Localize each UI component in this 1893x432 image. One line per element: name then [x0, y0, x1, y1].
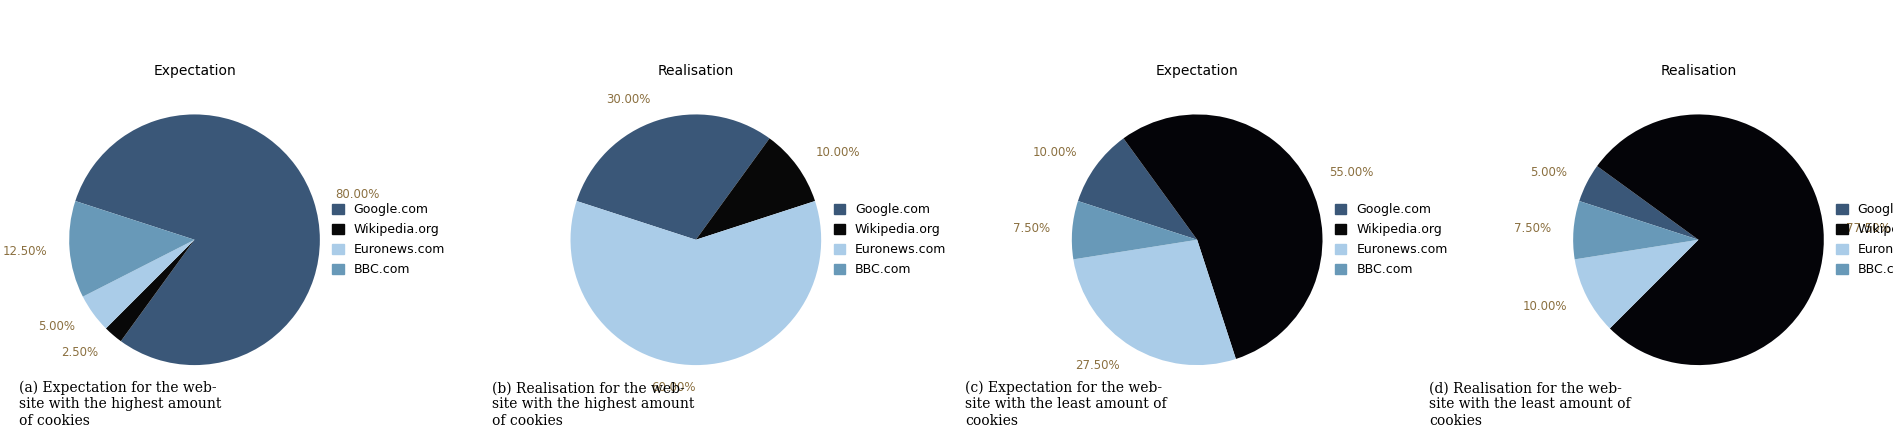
Wedge shape	[697, 138, 816, 240]
Text: 60.00%: 60.00%	[651, 381, 697, 394]
Text: 10.00%: 10.00%	[1522, 300, 1567, 313]
Text: 7.50%: 7.50%	[1013, 222, 1051, 235]
Legend: Google.com, Wikipedia.org, Euronews.com, BBC.com: Google.com, Wikipedia.org, Euronews.com,…	[833, 203, 946, 276]
Text: 12.50%: 12.50%	[2, 245, 47, 258]
Text: (a) Expectation for the web-
site with the highest amount
of cookies: (a) Expectation for the web- site with t…	[19, 381, 221, 428]
Title: Realisation: Realisation	[1660, 64, 1736, 78]
Wedge shape	[1579, 166, 1698, 240]
Wedge shape	[1573, 201, 1698, 259]
Text: 10.00%: 10.00%	[1034, 146, 1077, 159]
Wedge shape	[1123, 114, 1323, 359]
Wedge shape	[1575, 240, 1698, 328]
Wedge shape	[70, 201, 195, 297]
Text: 2.50%: 2.50%	[61, 346, 98, 359]
Legend: Google.com, Wikipedia.org, Euronews.com, BBC.com: Google.com, Wikipedia.org, Euronews.com,…	[1836, 203, 1893, 276]
Title: Expectation: Expectation	[153, 64, 237, 78]
Wedge shape	[76, 114, 320, 365]
Legend: Google.com, Wikipedia.org, Euronews.com, BBC.com: Google.com, Wikipedia.org, Euronews.com,…	[1335, 203, 1448, 276]
Text: 5.00%: 5.00%	[1530, 166, 1567, 179]
Wedge shape	[1077, 138, 1196, 240]
Text: 55.00%: 55.00%	[1329, 166, 1372, 179]
Text: (c) Expectation for the web-
site with the least amount of
cookies: (c) Expectation for the web- site with t…	[965, 381, 1168, 428]
Text: 77.50%: 77.50%	[1846, 222, 1891, 235]
Text: 7.50%: 7.50%	[1514, 222, 1550, 235]
Title: Realisation: Realisation	[657, 64, 734, 78]
Wedge shape	[577, 114, 770, 240]
Text: 80.00%: 80.00%	[335, 187, 380, 200]
Title: Expectation: Expectation	[1157, 64, 1238, 78]
Text: 10.00%: 10.00%	[816, 146, 859, 159]
Text: (d) Realisation for the web-
site with the least amount of
cookies: (d) Realisation for the web- site with t…	[1429, 381, 1632, 428]
Text: (b) Realisation for the web-
site with the highest amount
of cookies: (b) Realisation for the web- site with t…	[492, 381, 695, 428]
Legend: Google.com, Wikipedia.org, Euronews.com, BBC.com: Google.com, Wikipedia.org, Euronews.com,…	[333, 203, 445, 276]
Text: 30.00%: 30.00%	[606, 92, 649, 105]
Wedge shape	[106, 240, 195, 341]
Wedge shape	[1598, 114, 1823, 365]
Wedge shape	[570, 201, 822, 365]
Text: 5.00%: 5.00%	[38, 320, 76, 333]
Wedge shape	[83, 240, 195, 328]
Wedge shape	[1073, 240, 1236, 365]
Text: 27.50%: 27.50%	[1075, 359, 1121, 372]
Wedge shape	[1071, 201, 1196, 259]
